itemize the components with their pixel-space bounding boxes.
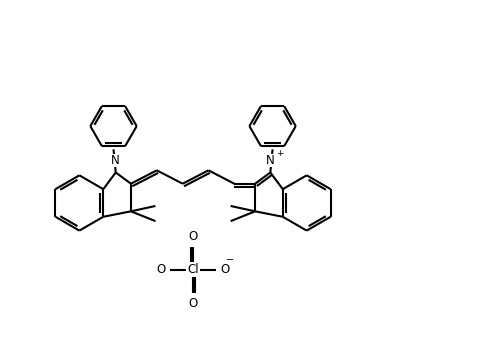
Text: N: N [266,154,275,167]
Text: O: O [188,297,198,310]
Text: O: O [156,263,166,276]
Text: O: O [188,230,198,243]
Text: −: − [225,255,234,265]
Text: +: + [277,149,284,158]
Text: O: O [221,263,230,276]
Text: Cl: Cl [187,263,199,276]
Text: N: N [111,154,120,167]
